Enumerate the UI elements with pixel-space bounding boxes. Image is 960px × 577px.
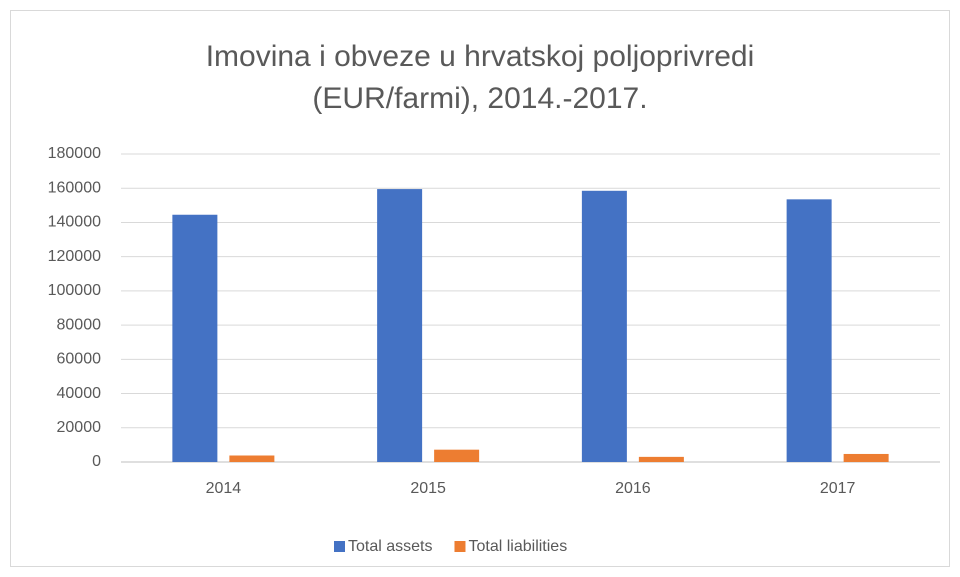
y-tick-label: 120000 (48, 248, 101, 265)
bar (434, 449, 480, 462)
y-tick-label: 0 (92, 453, 101, 470)
legend-label: Total liabilities (468, 538, 567, 555)
bar (172, 214, 218, 462)
y-tick-label: 180000 (48, 145, 101, 162)
y-tick-label: 100000 (48, 282, 101, 299)
y-tick-label: 140000 (48, 214, 101, 231)
legend-label: Total assets (348, 538, 432, 555)
bar (229, 455, 275, 462)
chart-title: Imovina i obveze u hrvatskoj poljoprivre… (205, 40, 755, 115)
x-tick-label: 2014 (206, 480, 242, 497)
bar (377, 189, 423, 463)
bar (786, 199, 832, 462)
bar (581, 190, 627, 463)
bar (843, 453, 889, 462)
x-tick-label: 2016 (615, 480, 651, 497)
y-tick-label: 20000 (57, 419, 102, 436)
y-tick-label: 160000 (48, 179, 101, 196)
y-tick-label: 80000 (57, 316, 102, 333)
y-tick-label: 60000 (57, 351, 102, 368)
bar (638, 456, 684, 462)
legend-swatch (334, 541, 345, 552)
x-tick-label: 2015 (410, 480, 446, 497)
legend-swatch (454, 541, 466, 552)
x-tick-label: 2017 (820, 480, 856, 497)
y-tick-label: 40000 (57, 385, 102, 402)
